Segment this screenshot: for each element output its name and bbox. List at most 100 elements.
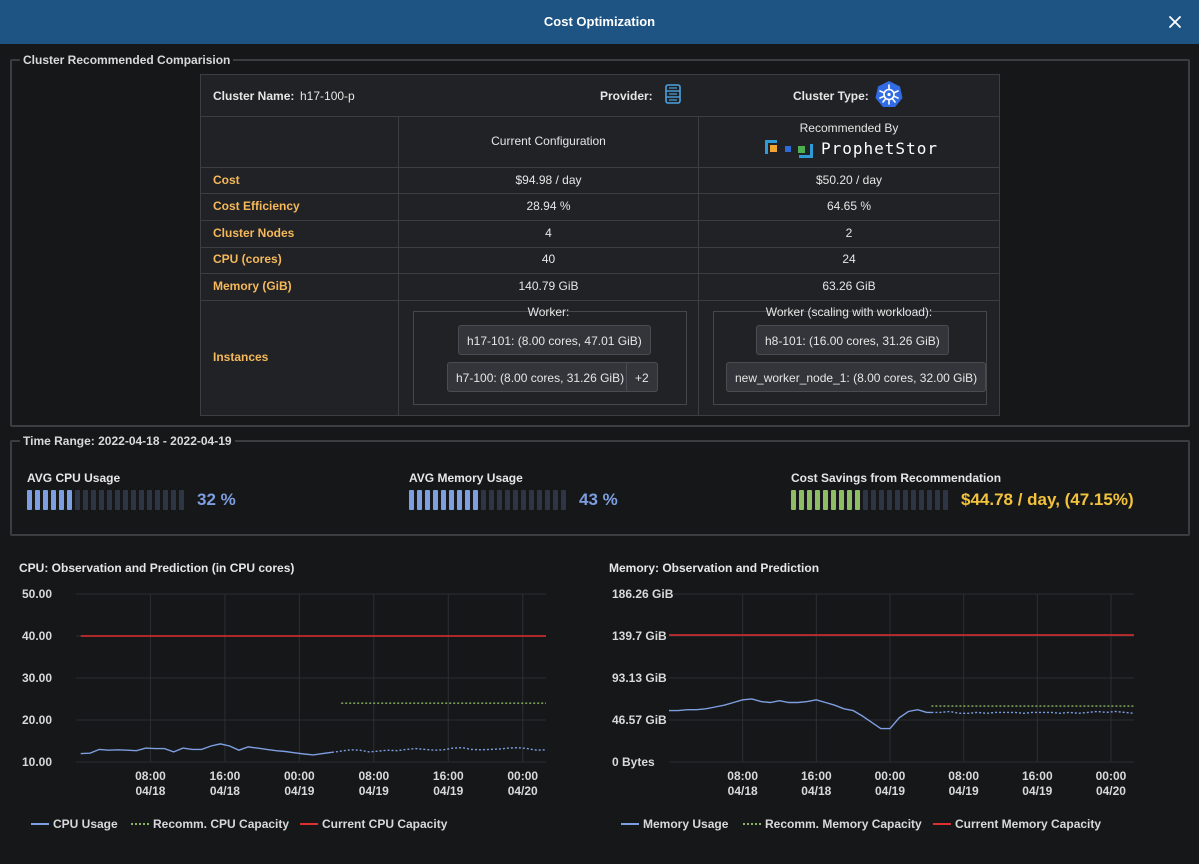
x-tick-date: 04/18	[728, 784, 758, 798]
gauge-segment	[51, 490, 56, 510]
y-tick-label: 10.00	[22, 755, 52, 769]
gauge-segment	[425, 490, 430, 510]
gauge-segment	[139, 490, 144, 510]
row-label-cpu: CPU (cores)	[213, 252, 282, 266]
gauge-segment	[887, 490, 892, 510]
gauge-segment	[553, 490, 558, 510]
legend-swatch	[300, 823, 318, 825]
table-divider	[201, 273, 999, 274]
table-divider	[201, 247, 999, 248]
gauge-segment	[441, 490, 446, 510]
legend-label[interactable]: Current CPU Capacity	[322, 817, 448, 831]
x-tick-date: 04/19	[1022, 784, 1052, 798]
legend-label[interactable]: Recomm. CPU Capacity	[153, 817, 290, 831]
series-line	[931, 710, 1135, 715]
legend-swatch	[131, 823, 149, 825]
gauge-segment	[513, 490, 518, 510]
gauge-segment	[147, 490, 152, 510]
x-tick-date: 04/18	[135, 784, 165, 798]
cost-savings-value: $44.78 / day, (47.15%)	[961, 490, 1134, 509]
row-label-cost-efficiency: Cost Efficiency	[213, 199, 300, 213]
instance-chip[interactable]: h8-101: (16.00 cores, 31.26 GiB)	[756, 325, 949, 355]
gauge-segment	[59, 490, 64, 510]
x-tick-date: 04/19	[949, 784, 979, 798]
instance-chip[interactable]: h7-100: (8.00 cores, 31.26 GiB)	[447, 362, 634, 392]
y-tick-label: 20.00	[22, 713, 52, 727]
cost-savings-label: Cost Savings from Recommendation	[791, 471, 1002, 485]
dialog-titlebar: Cost Optimization	[0, 0, 1199, 44]
x-tick-date: 04/18	[210, 784, 240, 798]
gauge-segment	[83, 490, 88, 510]
x-tick-label: 08:00	[135, 769, 166, 783]
cpu-recommended: 24	[842, 252, 856, 266]
gauge-segment	[99, 490, 104, 510]
table-divider	[201, 300, 999, 301]
kubernetes-icon	[875, 81, 903, 107]
gauge-segment	[465, 490, 470, 510]
x-tick-label: 00:00	[507, 769, 538, 783]
gauge-segment	[871, 490, 876, 510]
gauge-segment	[27, 490, 32, 510]
x-tick-date: 04/19	[875, 784, 905, 798]
gauge-segment	[863, 490, 868, 510]
gauge-segment	[521, 490, 526, 510]
instance-chip[interactable]: new_worker_node_1: (8.00 cores, 32.00 Gi…	[726, 362, 987, 392]
more-instances-chip[interactable]: +2	[626, 362, 658, 392]
gauge-segment	[807, 490, 812, 510]
instance-chip[interactable]: h17-101: (8.00 cores, 47.01 GiB)	[458, 325, 651, 355]
gauge-segment	[537, 490, 542, 510]
y-tick-label: 46.57 GiB	[612, 713, 667, 727]
memory-chart-title: Memory: Observation and Prediction	[609, 561, 820, 575]
gauge-segment	[791, 490, 796, 510]
gauge-segment	[943, 490, 948, 510]
legend-label[interactable]: Current Memory Capacity	[955, 817, 1102, 831]
gauge-segment	[433, 490, 438, 510]
gauge-segment	[107, 490, 112, 510]
recommended-by-header: Recommended By	[799, 121, 899, 135]
row-label-cluster-nodes: Cluster Nodes	[213, 226, 295, 240]
gauge-segment	[903, 490, 908, 510]
gauge-segment	[457, 490, 462, 510]
legend-label[interactable]: Memory Usage	[643, 817, 729, 831]
gauge-segment	[529, 490, 534, 510]
gauge-segment	[489, 490, 494, 510]
table-divider	[201, 167, 999, 168]
gauge-segment	[131, 490, 136, 510]
close-icon[interactable]	[1165, 12, 1185, 32]
prophetstor-brand-text: ProphetStor	[821, 139, 938, 158]
gauge-segment	[911, 490, 916, 510]
y-tick-label: 50.00	[22, 587, 52, 601]
x-tick-label: 08:00	[948, 769, 979, 783]
cost-efficiency-current: 28.94 %	[526, 199, 571, 213]
legend-swatch	[621, 823, 639, 825]
legend-swatch	[743, 823, 761, 825]
gauge-segment	[855, 490, 860, 510]
x-tick-label: 16:00	[210, 769, 241, 783]
y-tick-label: 139.7 GiB	[612, 629, 667, 643]
cost-current: $94.98 / day	[515, 173, 582, 187]
cpu-chart-title: CPU: Observation and Prediction (in CPU …	[19, 561, 295, 575]
x-tick-date: 04/18	[801, 784, 831, 798]
gauge-segment	[123, 490, 128, 510]
gauge-segment	[67, 490, 72, 510]
gauge-segment	[505, 490, 510, 510]
x-tick-date: 04/20	[508, 784, 538, 798]
x-tick-label: 08:00	[727, 769, 758, 783]
legend-label[interactable]: CPU Usage	[53, 817, 118, 831]
avg-memory-value: 43 %	[579, 490, 618, 509]
current-config-header: Current Configuration	[491, 134, 606, 148]
gauge-segment	[155, 490, 160, 510]
series-line	[331, 746, 547, 753]
y-tick-label: 93.13 GiB	[612, 671, 667, 685]
legend-label[interactable]: Recomm. Memory Capacity	[765, 817, 922, 831]
cpu-current: 40	[541, 252, 556, 266]
cluster-nodes-recommended: 2	[845, 226, 853, 240]
gauge-segment	[815, 490, 820, 510]
gauge-segment	[561, 490, 566, 510]
memory-chart: 186.26 GiB 139.7 GiB 93.13 GiB 46.57 GiB 0 B…	[612, 587, 1135, 798]
table-divider	[398, 117, 399, 415]
x-tick-date: 04/20	[1096, 784, 1126, 798]
gauge-segment	[545, 490, 550, 510]
provider-label: Provider:	[600, 89, 653, 103]
legend-swatch	[933, 823, 951, 825]
